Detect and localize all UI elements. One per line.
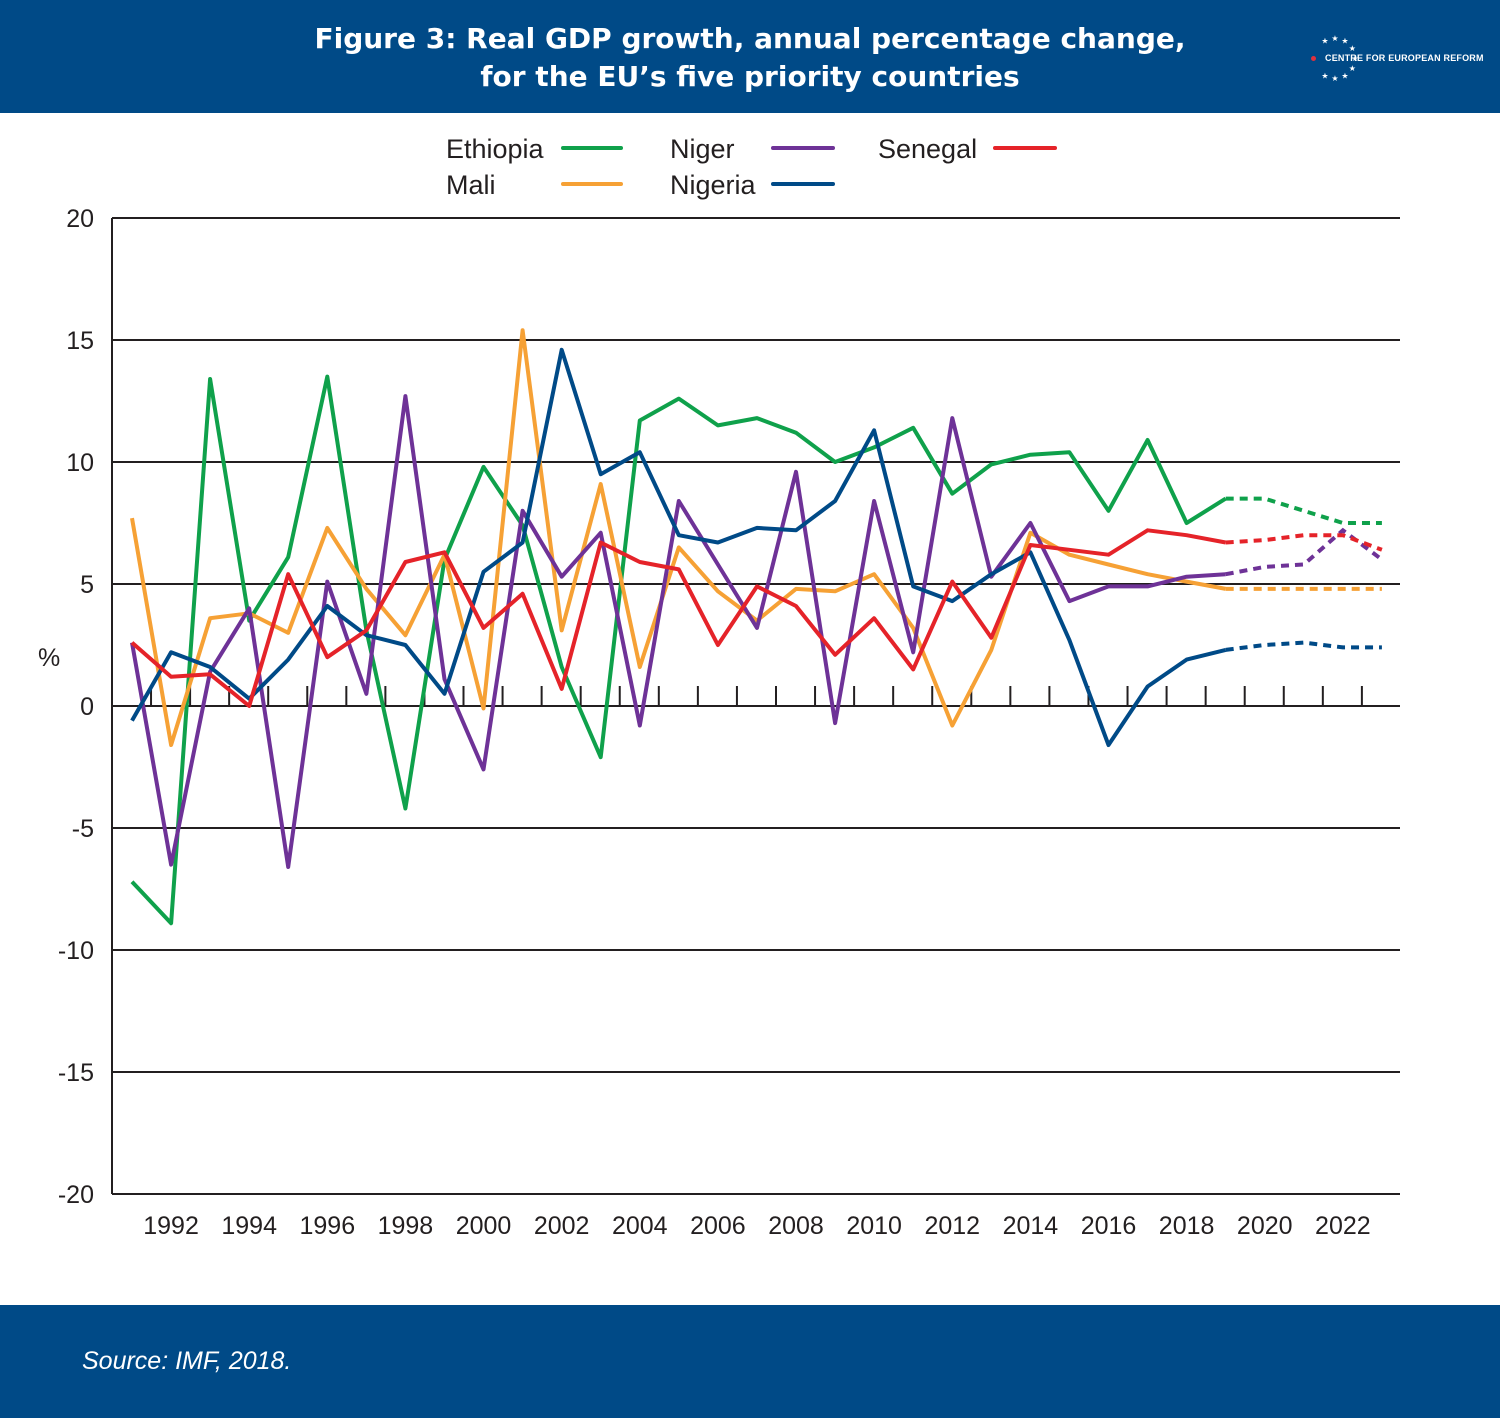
x-tick-label: 2010 <box>846 1212 902 1240</box>
x-tick-label: 2020 <box>1237 1212 1293 1240</box>
star-icon: ★ <box>1341 71 1348 80</box>
star-icon: ★ <box>1331 34 1338 43</box>
series-line-senegal <box>130 528 1227 708</box>
x-tick-label: 2022 <box>1315 1212 1371 1240</box>
y-axis-tick-labels: 20 15 10 5 0 -5 -10 -15 -20 <box>58 205 94 1209</box>
x-tick-label: 2004 <box>612 1212 668 1240</box>
x-tick-label: 2014 <box>1003 1212 1059 1240</box>
y-tick-label: -10 <box>58 937 94 965</box>
x-tick-label: 1996 <box>299 1212 355 1240</box>
star-icon: ★ <box>1351 54 1358 63</box>
source-note: Source: IMF, 2018. <box>82 1347 292 1375</box>
x-tick-label: 1998 <box>378 1212 434 1240</box>
y-tick-label: 20 <box>66 205 94 233</box>
header-banner: Figure 3: Real GDP growth, annual percen… <box>0 0 1500 113</box>
legend: Ethiopia Mali Niger Nigeria Senegal <box>446 134 1057 200</box>
cer-logo: ★ ★ ★ ★ ★ ★ ★ ★ ★ CENTRE FOR EUROPEAN REFORM <box>1305 32 1485 86</box>
footer-banner: Source: IMF, 2018. <box>0 1305 1500 1418</box>
x-tick-label: 2016 <box>1081 1212 1137 1240</box>
series-projection-ethiopia <box>1225 496 1382 525</box>
series-line-mali <box>130 328 1227 747</box>
y-tick-label: -20 <box>58 1181 94 1209</box>
series-line-niger <box>130 394 1226 869</box>
chart-title-line-2: for the EU’s five priority countries <box>480 60 1020 93</box>
y-tick-label: -5 <box>72 815 94 843</box>
y-tick-label: -15 <box>58 1059 94 1087</box>
x-tick-label: 1994 <box>221 1212 277 1240</box>
star-icon: ★ <box>1321 37 1328 46</box>
x-tick-label: 2018 <box>1159 1212 1215 1240</box>
series-line-ethiopia <box>130 374 1227 926</box>
logo-red-dot <box>1311 56 1316 61</box>
x-axis-tick-labels: 1992 1994 1996 1998 2000 2002 2004 2006 2008 2010… <box>143 1212 1370 1240</box>
series-projection-nigeria <box>1225 640 1382 652</box>
series-projection-niger <box>1225 527 1384 577</box>
y-tick-label: 0 <box>80 693 94 721</box>
x-tick-label: 1992 <box>143 1212 199 1240</box>
y-tick-label: 5 <box>80 571 94 599</box>
series-line-nigeria <box>130 347 1227 747</box>
y-tick-label: 10 <box>66 449 94 477</box>
axes: % <box>38 218 1400 1194</box>
chart-title: Figure 3: Real GDP growth, annual percen… <box>250 20 1250 96</box>
logo-text: CENTRE FOR EUROPEAN REFORM <box>1325 53 1484 63</box>
chart-title-line-1: Figure 3: Real GDP growth, annual percen… <box>314 22 1186 55</box>
series-lines <box>130 328 1384 926</box>
legend-label-ethiopia: Ethiopia <box>446 134 545 164</box>
legend-label-niger: Niger <box>670 134 735 164</box>
star-icon: ★ <box>1321 71 1328 80</box>
gdp-growth-chart: Ethiopia Mali Niger Nigeria Senegal 20 15 10 5 0… <box>38 134 1400 1240</box>
legend-label-nigeria: Nigeria <box>670 170 757 200</box>
star-icon: ★ <box>1331 74 1338 83</box>
x-tick-label: 2000 <box>456 1212 512 1240</box>
x-tick-label: 2006 <box>690 1212 746 1240</box>
legend-label-senegal: Senegal <box>878 134 977 164</box>
x-tick-label: 2002 <box>534 1212 590 1240</box>
series-projection-senegal <box>1225 533 1383 552</box>
eu-stars-icon: ★★★★★★ ★ ★★ <box>1321 34 1358 83</box>
legend-label-mali: Mali <box>446 170 496 200</box>
star-icon: ★ <box>1349 44 1356 53</box>
x-tick-label: 2008 <box>768 1212 824 1240</box>
star-icon: ★ <box>1341 37 1348 46</box>
y-axis-label: % <box>38 644 60 672</box>
x-tick-label: 2012 <box>924 1212 980 1240</box>
y-tick-label: 15 <box>66 327 94 355</box>
star-icon: ★ <box>1349 64 1356 73</box>
